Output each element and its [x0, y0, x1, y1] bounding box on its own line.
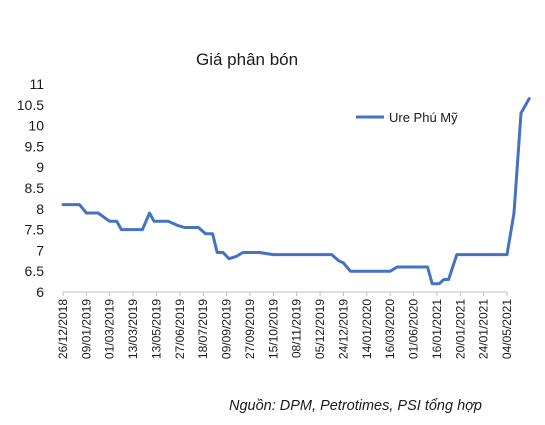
y-axis: 6 6.5 7 7.5 8 8.5 9 9.5 10 10.5 11 — [17, 76, 44, 300]
y-tick-label: 11 — [29, 76, 44, 92]
x-tick-label: 27/09/2019 — [243, 299, 257, 359]
x-tick-label: 01/03/2019 — [103, 299, 117, 359]
x-tick-label: 18/07/2019 — [196, 299, 210, 359]
x-tick-label: 14/01/2020 — [360, 299, 374, 359]
y-tick-label: 7 — [36, 242, 44, 258]
y-tick-label: 6 — [36, 284, 44, 300]
x-tick-label: 24/01/2021 — [477, 299, 491, 359]
x-tick-label: 16/01/2021 — [430, 299, 444, 359]
x-tick-label: 15/10/2019 — [266, 299, 280, 359]
chart-title: Giá phân bón — [196, 50, 299, 69]
x-tick-label: 04/05/2021 — [500, 299, 514, 359]
x-tick-label: 05/12/2019 — [313, 299, 327, 359]
x-tick-label: 09/09/2019 — [220, 299, 234, 359]
y-tick-label: 9 — [36, 159, 44, 175]
x-tick-label: 24/12/2019 — [336, 299, 350, 359]
x-tick-label: 20/01/2021 — [453, 299, 467, 359]
y-tick-label: 10.5 — [17, 97, 44, 113]
x-tick-label: 13/03/2019 — [126, 299, 140, 359]
y-tick-label: 6.5 — [25, 263, 45, 279]
x-tick-label: 13/05/2019 — [149, 299, 163, 359]
y-tick-label: 10 — [28, 118, 44, 134]
y-tick-label: 8 — [36, 201, 44, 217]
x-tick-label: 01/06/2020 — [407, 299, 421, 359]
y-tick-label: 7.5 — [25, 222, 45, 238]
y-tick-label: 8.5 — [25, 180, 45, 196]
legend: Ure Phú Mỹ — [356, 110, 458, 125]
x-tick-label: 27/06/2019 — [173, 299, 187, 359]
series-line-ure-phu-my — [61, 97, 531, 286]
legend-label: Ure Phú Mỹ — [389, 110, 458, 125]
source-note: Nguồn: DPM, Petrotimes, PSI tổng hợp — [229, 398, 482, 414]
x-tick-label: 16/03/2020 — [383, 299, 397, 359]
series-layer — [61, 97, 531, 286]
y-tick-label: 9.5 — [25, 138, 45, 154]
x-tick-label: 09/01/2019 — [79, 299, 93, 359]
x-tick-label: 26/12/2018 — [56, 299, 70, 359]
x-axis: 26/12/2018 09/01/2019 01/03/2019 13/03/2019… — [56, 291, 514, 359]
x-tick-label: 08/11/2019 — [290, 299, 304, 358]
